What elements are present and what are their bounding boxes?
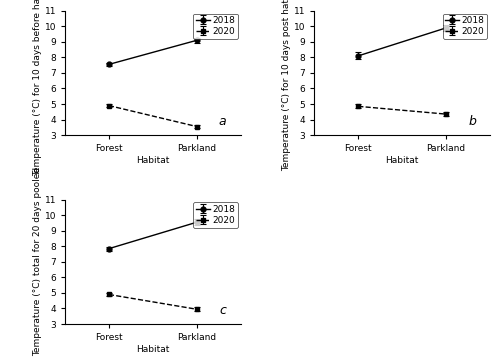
Legend: 2018, 2020: 2018, 2020 [194,202,238,228]
Legend: 2018, 2020: 2018, 2020 [443,14,488,39]
Text: c: c [220,303,226,316]
Text: a: a [219,114,226,128]
X-axis label: Habitat: Habitat [136,156,170,165]
X-axis label: Habitat: Habitat [136,345,170,354]
Y-axis label: Temperature (°C) total for 20 days pooled: Temperature (°C) total for 20 days poole… [32,167,42,356]
Y-axis label: Temperature (°C) for 10 days post hatching: Temperature (°C) for 10 days post hatchi… [282,0,291,171]
X-axis label: Habitat: Habitat [386,156,419,165]
Y-axis label: Temperature (°C) for 10 days before hatching: Temperature (°C) for 10 days before hatc… [32,0,42,176]
Text: b: b [468,114,476,128]
Legend: 2018, 2020: 2018, 2020 [194,14,238,39]
